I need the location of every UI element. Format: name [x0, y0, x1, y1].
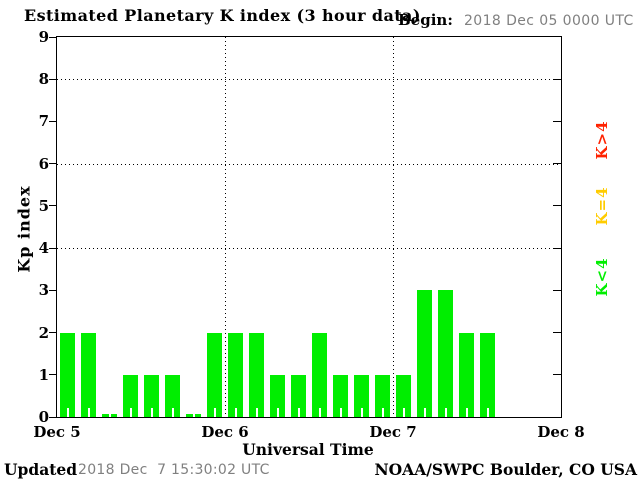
y-tick-label: 1 [38, 365, 49, 384]
y-tick-right [553, 120, 561, 122]
y-tick-right [553, 163, 561, 165]
y-tick-left [49, 289, 57, 291]
bar-center-tick [381, 408, 384, 417]
y-tick-left [49, 120, 57, 122]
y-tick-label: 4 [38, 239, 49, 258]
updated-timestamp: 2018 Dec 7 15:30:02 UTC [78, 462, 270, 478]
kp-bar [375, 374, 390, 417]
kp-bar [207, 332, 222, 417]
y-tick-left [49, 163, 57, 165]
kp-bar [417, 290, 432, 417]
x-tick-label: Dec 8 [537, 423, 585, 441]
bar-center-tick [66, 408, 69, 417]
bar-center-tick [318, 408, 321, 417]
y-tick-label: 2 [38, 323, 49, 342]
bar-center-tick [213, 408, 216, 417]
legend-K=4: K=4 [593, 186, 611, 226]
bar-center-tick [360, 408, 363, 417]
gridline-day-boundary [393, 37, 394, 417]
gridline-day-boundary [225, 37, 226, 417]
kp-bar [81, 332, 96, 417]
kp-bar [60, 332, 75, 417]
bar-center-tick [255, 408, 258, 417]
y-tick-right [553, 332, 561, 334]
y-tick-right [553, 205, 561, 207]
y-tick-left [49, 247, 57, 249]
y-tick-left [49, 205, 57, 207]
bar-center-tick [234, 408, 237, 417]
y-tick-label: 5 [38, 196, 49, 215]
y-tick-label: 8 [38, 70, 49, 89]
y-tick-left [49, 374, 57, 376]
kp-bar [333, 374, 348, 417]
y-tick-right [553, 289, 561, 291]
y-tick-label: 9 [38, 28, 49, 46]
bar-center-tick [423, 408, 426, 417]
y-tick-left [49, 78, 57, 80]
bar-center-tick [171, 408, 174, 417]
y-tick-left [49, 36, 57, 38]
bar-center-tick [129, 408, 132, 417]
bar-center-tick [444, 408, 447, 417]
begin-label: Begin: [398, 11, 453, 29]
kp-bar [459, 332, 474, 417]
kp-bar [438, 290, 453, 417]
plot-frame [56, 36, 562, 418]
bar-center-tick [297, 408, 300, 417]
bar-center-tick [486, 408, 489, 417]
kp-bar [396, 374, 411, 417]
bar-center-tick [87, 408, 90, 417]
updated-label: Updated [4, 460, 78, 479]
kp-bar [480, 332, 495, 417]
legend-K<4: K<4 [593, 257, 611, 297]
kp-bar [144, 374, 159, 417]
kp-bar [291, 374, 306, 417]
kp-bar [249, 332, 264, 417]
y-tick-right [553, 374, 561, 376]
bar-center-tick [339, 408, 342, 417]
y-tick-right [553, 247, 561, 249]
y-tick-label: 6 [38, 154, 49, 173]
x-tick-label: Dec 7 [369, 423, 417, 441]
kp-bar [228, 332, 243, 417]
y-tick-label: 0 [38, 408, 49, 426]
bar-center-tick [276, 408, 279, 417]
kp-bar [165, 374, 180, 417]
kp-bar [312, 332, 327, 417]
begin-value: 2018 Dec 05 0000 UTC [464, 13, 634, 29]
gridline-y-4 [57, 248, 561, 250]
bar-center-tick [108, 408, 111, 417]
gridline-y-8 [57, 79, 561, 81]
y-tick-label: 3 [38, 281, 49, 300]
bar-center-tick [150, 408, 153, 417]
credit-text: NOAA/SWPC Boulder, CO USA [374, 460, 637, 479]
x-tick-label: Dec 6 [201, 423, 249, 441]
kp-bar [123, 374, 138, 417]
kp-bar [270, 374, 285, 417]
kp-bar [354, 374, 369, 417]
y-tick-right [553, 78, 561, 80]
chart-title: Estimated Planetary K index (3 hour data… [24, 6, 421, 25]
y-tick-left [49, 332, 57, 334]
legend-K>4: K>4 [593, 120, 611, 160]
bar-center-tick [465, 408, 468, 417]
x-axis-label: Universal Time [242, 440, 374, 459]
x-tick-label: Dec 5 [33, 423, 81, 441]
gridline-y-6 [57, 163, 561, 165]
bar-center-tick [402, 408, 405, 417]
y-tick-left [49, 416, 57, 418]
bar-center-tick [192, 408, 195, 417]
y-tick-label: 7 [38, 112, 49, 131]
